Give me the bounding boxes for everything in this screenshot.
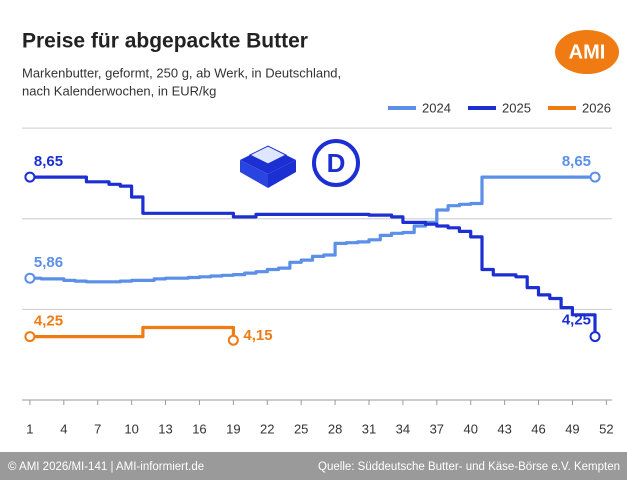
x-tick-label: 10 xyxy=(124,421,138,436)
data-label: 8,65 xyxy=(562,153,591,170)
subtitle: nach Kalenderwochen, in EUR/kg xyxy=(22,83,216,98)
end-marker xyxy=(589,171,601,183)
data-label: 4,25 xyxy=(562,312,591,329)
series-line xyxy=(29,325,235,341)
subtitle: Markenbutter, geformt, 250 g, ab Werk, i… xyxy=(22,65,341,80)
data-label: 8,65 xyxy=(34,153,63,170)
end-marker xyxy=(589,331,601,343)
x-tick-label: 52 xyxy=(599,421,613,436)
end-marker xyxy=(24,331,36,343)
x-tick-label: 13 xyxy=(158,421,172,436)
end-marker xyxy=(24,171,36,183)
x-tick-label: 25 xyxy=(294,421,308,436)
x-tick-label: 37 xyxy=(430,421,444,436)
logo-text: AMI xyxy=(569,41,606,63)
x-tick-label: 28 xyxy=(328,421,342,436)
country-icon-text: D xyxy=(327,148,346,178)
butter-icon xyxy=(240,145,296,188)
legend-label: 2026 xyxy=(582,100,611,115)
footer-bar xyxy=(0,452,627,480)
footer-left: © AMI 2026/MI-141 | AMI-informiert.de xyxy=(8,461,204,473)
x-tick-label: 16 xyxy=(192,421,206,436)
end-marker xyxy=(24,272,36,284)
x-tick-label: 7 xyxy=(94,421,101,436)
x-tick-label: 43 xyxy=(497,421,511,436)
x-tick-label: 40 xyxy=(463,421,477,436)
footer-right: Quelle: Süddeutsche Butter- und Käse-Bör… xyxy=(318,461,620,473)
country-icon xyxy=(312,139,360,187)
chart-title: Preise für abgepackte Butter xyxy=(22,30,308,53)
data-label: 4,25 xyxy=(34,313,63,330)
data-label: 5,86 xyxy=(34,254,63,271)
end-marker xyxy=(227,334,239,346)
x-tick-label: 1 xyxy=(26,421,33,436)
x-tick-label: 49 xyxy=(565,421,579,436)
x-tick-label: 34 xyxy=(396,421,410,436)
legend-label: 2025 xyxy=(502,100,531,115)
series-line xyxy=(29,175,597,337)
x-tick-label: 46 xyxy=(531,421,545,436)
x-tick-label: 4 xyxy=(60,421,67,436)
x-tick-label: 19 xyxy=(226,421,240,436)
x-tick-label: 31 xyxy=(362,421,376,436)
plot: 1 4 7 10 13 16 19 22 25 28 31 34 37 40 43 46 49 52 2024 202… xyxy=(22,100,614,436)
data-label: 4,15 xyxy=(243,327,272,344)
x-tick-label: 22 xyxy=(260,421,274,436)
legend-label: 2024 xyxy=(422,100,451,115)
series-line xyxy=(29,175,595,284)
logo xyxy=(555,30,619,74)
